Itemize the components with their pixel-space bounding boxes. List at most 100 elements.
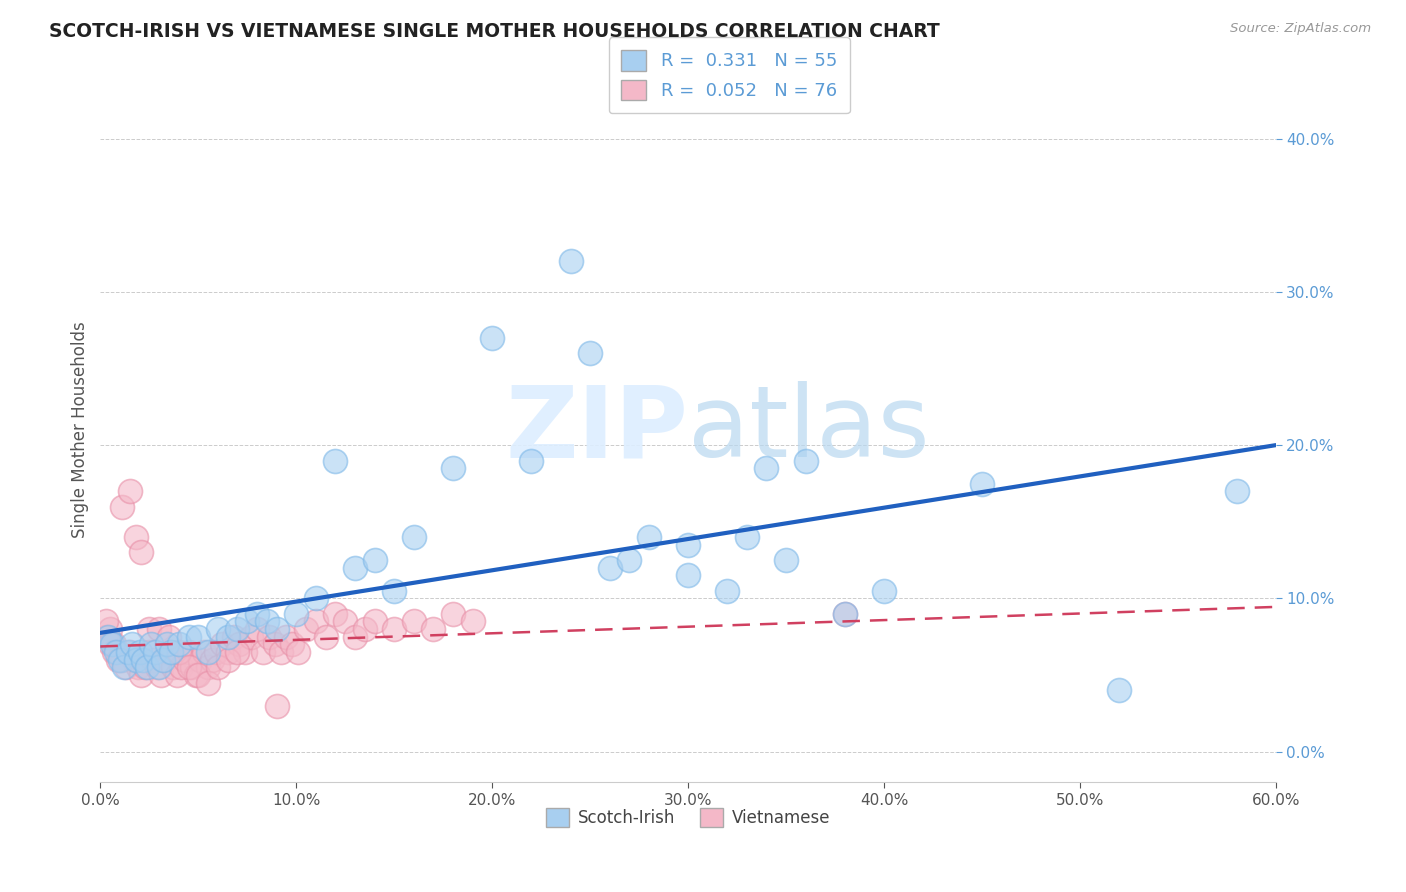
Point — [98, 622, 121, 636]
Point — [146, 660, 169, 674]
Point — [117, 645, 139, 659]
Point — [121, 637, 143, 651]
Point — [755, 461, 778, 475]
Point — [187, 668, 209, 682]
Text: atlas: atlas — [688, 382, 929, 478]
Point — [638, 530, 661, 544]
Text: Source: ZipAtlas.com: Source: ZipAtlas.com — [1230, 22, 1371, 36]
Point — [181, 660, 204, 674]
Point — [98, 637, 121, 651]
Point — [96, 615, 118, 629]
Point — [118, 484, 141, 499]
Point — [105, 645, 128, 659]
Point — [226, 645, 249, 659]
Point — [193, 645, 215, 659]
Point — [461, 615, 484, 629]
Point — [111, 500, 134, 514]
Point — [96, 630, 118, 644]
Point — [422, 622, 444, 636]
Point — [834, 607, 856, 621]
Point — [382, 583, 405, 598]
Point — [873, 583, 896, 598]
Point — [188, 653, 211, 667]
Point — [257, 630, 280, 644]
Point — [122, 653, 145, 667]
Point — [127, 660, 149, 674]
Point — [160, 645, 183, 659]
Point — [112, 660, 135, 674]
Point — [344, 561, 367, 575]
Point — [132, 653, 155, 667]
Point — [124, 653, 146, 667]
Point — [315, 630, 337, 644]
Point — [287, 645, 309, 659]
Point — [363, 553, 385, 567]
Point — [186, 668, 208, 682]
Point — [150, 668, 173, 682]
Point — [1226, 484, 1249, 499]
Point — [170, 660, 193, 674]
Point — [481, 331, 503, 345]
Point — [353, 622, 375, 636]
Point — [240, 630, 263, 644]
Point — [252, 645, 274, 659]
Text: SCOTCH-IRISH VS VIETNAMESE SINGLE MOTHER HOUSEHOLDS CORRELATION CHART: SCOTCH-IRISH VS VIETNAMESE SINGLE MOTHER… — [49, 22, 941, 41]
Point — [134, 660, 156, 674]
Point — [201, 653, 224, 667]
Point — [187, 630, 209, 644]
Point — [138, 645, 160, 659]
Point — [177, 645, 200, 659]
Point — [834, 607, 856, 621]
Point — [619, 553, 641, 567]
Point — [162, 660, 184, 674]
Point — [305, 615, 328, 629]
Point — [173, 653, 195, 667]
Point — [103, 637, 125, 651]
Point — [441, 461, 464, 475]
Point — [560, 254, 582, 268]
Point — [402, 615, 425, 629]
Point — [103, 645, 125, 659]
Point — [197, 675, 219, 690]
Point — [143, 645, 166, 659]
Point — [735, 530, 758, 544]
Point — [676, 568, 699, 582]
Point — [441, 607, 464, 621]
Point — [217, 630, 239, 644]
Point — [579, 346, 602, 360]
Point — [970, 476, 993, 491]
Point — [236, 615, 259, 629]
Point — [107, 653, 129, 667]
Point — [97, 630, 120, 644]
Point — [131, 668, 153, 682]
Point — [276, 630, 298, 644]
Point — [114, 660, 136, 674]
Point — [207, 622, 229, 636]
Point — [141, 637, 163, 651]
Point — [128, 645, 150, 659]
Point — [207, 660, 229, 674]
Point — [157, 645, 180, 659]
Point — [676, 538, 699, 552]
Point — [266, 698, 288, 713]
Point — [177, 660, 200, 674]
Point — [136, 660, 159, 674]
Point — [157, 630, 180, 644]
Legend: Scotch-Irish, Vietnamese: Scotch-Irish, Vietnamese — [540, 801, 837, 834]
Point — [325, 607, 347, 621]
Point — [295, 622, 318, 636]
Point — [363, 615, 385, 629]
Point — [1108, 683, 1130, 698]
Point — [305, 591, 328, 606]
Point — [716, 583, 738, 598]
Point — [281, 637, 304, 651]
Point — [108, 653, 131, 667]
Point — [205, 645, 228, 659]
Point — [131, 545, 153, 559]
Point — [148, 660, 170, 674]
Point — [775, 553, 797, 567]
Point — [167, 637, 190, 651]
Point — [228, 637, 250, 651]
Point — [217, 653, 239, 667]
Point — [256, 615, 278, 629]
